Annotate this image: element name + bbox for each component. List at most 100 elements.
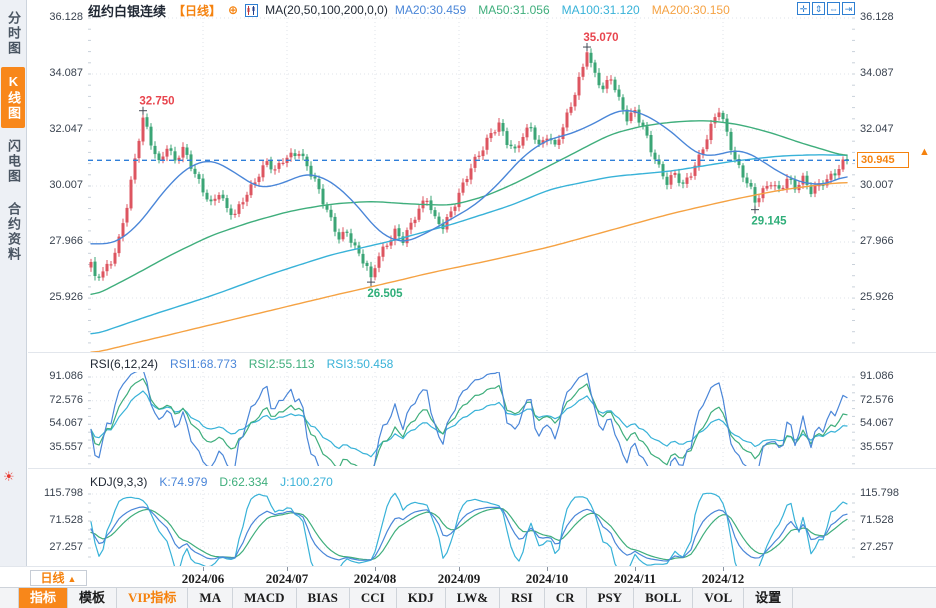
toolbar-tab-LW&[interactable]: LW& — [446, 588, 501, 608]
rsi-chart[interactable] — [88, 372, 855, 466]
kdj-chart[interactable] — [88, 490, 855, 566]
axis-tick-label: 27.257 — [49, 541, 83, 553]
axis-tick-label: 91.086 — [860, 370, 894, 382]
toolbar-tab-模板[interactable]: 模板 — [68, 588, 118, 608]
current-price-badge: 30.945 — [857, 152, 909, 168]
time-axis-row: 日线 ▲ 2024/06 2024/07 2024/08 2024/09 2024/10… — [0, 566, 936, 587]
axis-tick-label: 30.007 — [49, 179, 83, 191]
time-axis-label: 2024/11 — [614, 571, 656, 586]
toolbar-tab-指标[interactable]: 指标 — [18, 588, 69, 608]
axis-tick-label: 115.798 — [44, 487, 83, 499]
axis-tick-label: 115.798 — [860, 487, 899, 499]
time-axis-label: 2024/08 — [353, 571, 397, 586]
axis-tick-label: 72.576 — [49, 393, 83, 406]
kdj-value: K:74.979 — [159, 475, 208, 489]
period-selector-label: 日线 — [40, 571, 65, 585]
candlestick-chart[interactable]: 32.750 35.070 26.505 29.145 — [88, 14, 855, 352]
zoom-y-axis-icon[interactable]: ⇕ — [812, 2, 825, 15]
time-axis-label: 2024/10 — [525, 571, 569, 586]
svg-text:26.505: 26.505 — [367, 288, 403, 300]
toolbar-tab-CCI[interactable]: CCI — [350, 588, 397, 608]
period-selector-button[interactable]: 日线 ▲ — [30, 570, 87, 586]
axis-tick-label: 32.047 — [49, 123, 83, 135]
period-tag: 【日线】 — [173, 3, 222, 18]
rsi-value: RSI2:55.113 — [248, 357, 315, 371]
right-price-axis: 36.128 34.087 32.047 30.007 27.966 25.926 91.0… — [858, 0, 936, 566]
kdj-header: KDJ(9,3,3) K:74.979 D:62.334 J:100.270 — [90, 475, 333, 489]
axis-tick-label: 35.557 — [49, 441, 83, 453]
panel-divider — [28, 468, 936, 469]
alarm-icon[interactable]: ☀ — [3, 469, 15, 484]
time-axis-tick — [635, 567, 636, 571]
time-axis-tick — [375, 567, 376, 571]
chevron-up-icon: ▲ — [67, 574, 77, 584]
zoom-x-axis-icon[interactable]: ⇔ — [827, 2, 840, 15]
chart-toolbar-icons: ✛ ⇕ ⇔ ⇥ — [797, 2, 855, 15]
toolbar-tab-VIP指标[interactable]: VIP指标 — [117, 588, 189, 608]
rsi-value: RSI1:68.773 — [170, 357, 237, 371]
rsi-value: RSI3:50.458 — [326, 357, 394, 371]
time-axis-label: 2024/07 — [265, 571, 309, 586]
toolbar-tab-MA[interactable]: MA — [188, 588, 234, 608]
panel-divider — [28, 352, 936, 353]
ma-value: MA100:31.120 — [561, 3, 640, 17]
toolbar-tab-KDJ[interactable]: KDJ — [397, 588, 446, 608]
toolbar-tab-RSI[interactable]: RSI — [500, 588, 545, 608]
ma-value: MA200:30.150 — [651, 3, 730, 17]
axis-tick-label: 32.047 — [860, 123, 894, 135]
kdj-title: KDJ(9,3,3) — [90, 475, 148, 489]
toolbar-tab-BOLL[interactable]: BOLL — [634, 588, 694, 608]
axis-tick-label: 27.966 — [860, 235, 894, 247]
chart-header: 纽约白银连续 【日线】 ⊕ MA(20,50,100,200,0,0) MA20… — [88, 1, 730, 19]
toolbar-tab-设置[interactable]: 设置 — [744, 588, 794, 608]
kdj-value: D:62.334 — [219, 475, 269, 489]
ma-value: MA50:31.056 — [478, 3, 550, 17]
sidebar-tab-合约资料[interactable]: 合约资料 — [6, 202, 21, 262]
indicator-toolbar: 指标 模板 VIP指标 MA MACD BIAS CCI KDJ LW& RSI CR PSY BOLL… — [0, 587, 936, 608]
axis-tick-label: 36.128 — [860, 11, 894, 23]
axis-tick-label: 27.966 — [49, 235, 83, 247]
axis-tick-label: 71.528 — [49, 514, 83, 526]
axis-tick-label: 25.926 — [860, 291, 894, 303]
toolbar-tab-PSY[interactable]: PSY — [587, 588, 635, 608]
sidebar-tab-分时图[interactable]: 分时图 — [6, 11, 21, 56]
axis-tick-label: 25.926 — [49, 291, 83, 303]
restore-view-icon[interactable]: ⇥ — [842, 2, 855, 15]
toolbar-tab-MACD[interactable]: MACD — [233, 588, 297, 608]
add-indicator-icon[interactable]: ⊕ — [228, 3, 239, 17]
axis-tick-label: 34.087 — [49, 67, 83, 79]
axis-tick-label: 71.528 — [860, 514, 894, 526]
price-up-arrow-icon: ▲ — [919, 146, 930, 158]
svg-text:29.145: 29.145 — [751, 216, 787, 228]
svg-text:35.070: 35.070 — [583, 32, 618, 44]
axis-tick-label: 72.576 — [860, 393, 894, 406]
axis-tick-label: 35.557 — [860, 441, 894, 453]
sidebar-tab-K线图[interactable]: K线图 — [1, 67, 25, 128]
axis-tick-label: 91.086 — [49, 370, 83, 382]
kline-chart-icon[interactable] — [245, 3, 259, 17]
sidebar-tab-闪电图[interactable]: 闪电图 — [6, 139, 21, 184]
time-axis-tick — [287, 567, 288, 571]
ma-legend: MA20:30.459 MA50:31.056 MA100:31.120 MA200:… — [395, 3, 730, 17]
toolbar-tab-CR[interactable]: CR — [545, 588, 587, 608]
toolbar-tab-BIAS[interactable]: BIAS — [297, 588, 350, 608]
axis-tick-label: 54.067 — [860, 417, 894, 430]
kdj-legend: K:74.979 D:62.334 J:100.270 — [159, 475, 332, 489]
axis-tick-label: 30.007 — [860, 179, 894, 191]
ma-formula: MA(20,50,100,200,0,0) — [265, 3, 388, 17]
time-axis-label: 2024/06 — [181, 571, 225, 586]
pan-icon[interactable]: ✛ — [797, 2, 810, 15]
kdj-value: J:100.270 — [280, 475, 333, 489]
svg-text:32.750: 32.750 — [139, 96, 174, 108]
time-axis-label: 2024/12 — [701, 571, 745, 586]
rsi-header: RSI(6,12,24) RSI1:68.773 RSI2:55.113 RSI3:… — [90, 357, 393, 371]
axis-tick-label: 36.128 — [49, 11, 83, 23]
time-axis-label: 2024/09 — [437, 571, 481, 586]
rsi-legend: RSI1:68.773 RSI2:55.113 RSI3:50.458 — [170, 357, 393, 371]
left-sidebar: 分时图 K线图闪电图合约资料 — [0, 0, 27, 587]
time-axis-tick — [203, 567, 204, 571]
time-axis-tick — [723, 567, 724, 571]
time-axis-tick — [547, 567, 548, 571]
toolbar-tab-VOL[interactable]: VOL — [693, 588, 745, 608]
